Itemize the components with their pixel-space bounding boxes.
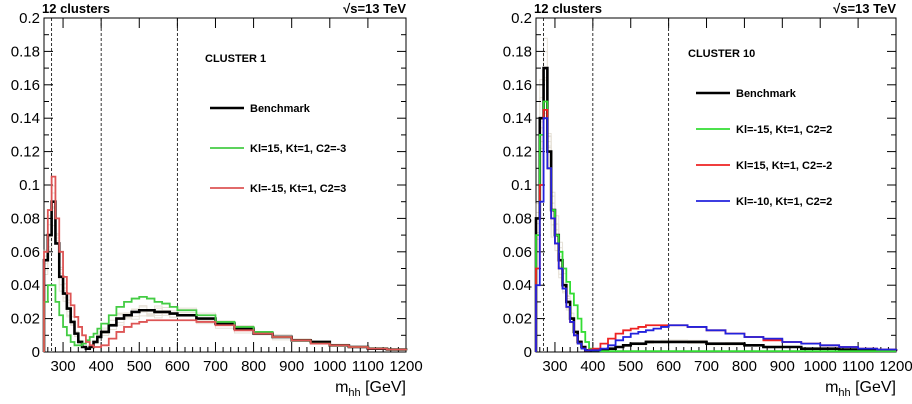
x-tick-label: 700 xyxy=(694,358,719,375)
series-line-kl-10-kt-1-c2-2 xyxy=(535,117,897,352)
x-tick-label: 300 xyxy=(51,358,76,375)
legend-entry: Kl=15, Kt=1, C2=-2 xyxy=(736,160,832,172)
x-axis-title-subscript: hh xyxy=(348,387,360,399)
x-tick-label: 900 xyxy=(279,358,304,375)
legend-entry: Kl=15, Kt=1, C2=-3 xyxy=(250,143,346,155)
x-tick-label: 800 xyxy=(732,358,757,375)
plot-frame xyxy=(43,17,407,353)
x-tick-label: 700 xyxy=(203,358,228,375)
x-tick-label: 600 xyxy=(165,358,190,375)
variant-curve xyxy=(535,66,897,352)
y-tick-label: 0.12 xyxy=(503,144,532,161)
y-tick-label: 0.14 xyxy=(11,110,40,127)
cluster-title: CLUSTER 10 xyxy=(688,48,755,60)
y-tick-label: 0.2 xyxy=(511,10,532,27)
series-line-kl-15-kt-1-c2-2 xyxy=(535,108,897,352)
plot-frame xyxy=(535,17,897,353)
legend-entry: Benchmark xyxy=(250,103,311,115)
x-tick-label: 400 xyxy=(89,358,114,375)
variant-curve xyxy=(535,37,897,352)
y-tick-label: 0.02 xyxy=(11,311,40,328)
y-tick-label: 0.16 xyxy=(503,77,532,94)
chart-panel-1: 0 0.02 0.04 0.06 0.08 0.1 0.12 0.14 0.16 0.18 0.2 3… xyxy=(11,1,423,399)
variant-curve xyxy=(535,112,897,352)
x-tick-label: 800 xyxy=(241,358,266,375)
x-tick-label: 1200 xyxy=(389,358,422,375)
x-axis-title-main: m xyxy=(335,379,348,396)
x-axis-title-subscript: hh xyxy=(838,387,850,399)
x-tick-label: 400 xyxy=(580,358,605,375)
x-tick-label: 1200 xyxy=(879,358,912,375)
x-tick-label: 1100 xyxy=(352,358,384,375)
variant-curve xyxy=(43,206,407,352)
variant-band xyxy=(535,37,897,352)
x-tick-label: 1100 xyxy=(842,358,874,375)
y-tick-label: 0 xyxy=(524,344,532,361)
x-tick-label: 1000 xyxy=(804,358,837,375)
variant-curve xyxy=(43,207,407,352)
x-tick-label: 1000 xyxy=(313,358,346,375)
variant-curve xyxy=(535,79,897,352)
y-tick-label: 0.1 xyxy=(19,177,40,194)
variant-band xyxy=(43,185,407,352)
y-tick-label: 0.18 xyxy=(11,43,40,60)
series-line-kl-15-kt-1-c2-2 xyxy=(535,100,896,353)
header-clusters-label: 12 clusters xyxy=(534,1,602,16)
y-tick-label: 0.04 xyxy=(503,277,532,294)
series-line-kl-15-kt-1-c2-3 xyxy=(43,175,407,352)
x-axis-title-unit: [GeV] xyxy=(361,379,406,396)
y-tick-label: 0.12 xyxy=(11,144,40,161)
variant-curve xyxy=(43,185,407,352)
y-tick-label: 0.1 xyxy=(511,177,532,194)
y-tick-label: 0.08 xyxy=(503,210,532,227)
cluster-title: CLUSTER 1 xyxy=(205,53,266,65)
chart-panel-2: 0 0.02 0.04 0.06 0.08 0.1 0.12 0.14 0.16 0.18 0.2 3… xyxy=(503,1,912,399)
y-tick-label: 0.02 xyxy=(503,311,532,328)
x-tick-label: 500 xyxy=(618,358,643,375)
x-axis-title-main: m xyxy=(825,379,838,396)
y-tick-label: 0.06 xyxy=(503,244,532,261)
y-tick-label: 0.06 xyxy=(11,244,40,261)
x-tick-label: 500 xyxy=(127,358,152,375)
legend-entry: Benchmark xyxy=(736,88,797,100)
legend-entry: Kl=-15, Kt=1, C2=2 xyxy=(736,124,832,136)
header-energy-label: √s=13 TeV xyxy=(833,1,896,16)
y-tick-label: 0.18 xyxy=(503,43,532,60)
x-axis-title: mhh [GeV] xyxy=(335,379,406,399)
y-tick-label: 0.16 xyxy=(11,77,40,94)
variant-curve xyxy=(43,225,407,352)
x-axis-title: mhh [GeV] xyxy=(825,379,896,399)
legend-entry: Kl=-10, Kt=1, C2=2 xyxy=(736,196,832,208)
x-tick-label: 900 xyxy=(770,358,795,375)
x-axis-title-unit: [GeV] xyxy=(851,379,896,396)
y-tick-label: 0 xyxy=(32,344,40,361)
y-tick-label: 0.08 xyxy=(11,210,40,227)
y-tick-label: 0.2 xyxy=(19,10,40,27)
x-tick-label: 600 xyxy=(656,358,681,375)
header-energy-label: √s=13 TeV xyxy=(343,1,406,16)
y-tick-label: 0.14 xyxy=(503,110,532,127)
header-clusters-label: 12 clusters xyxy=(42,1,110,16)
variant-curve xyxy=(535,77,897,352)
series-line-benchmark xyxy=(534,66,898,353)
y-tick-label: 0.04 xyxy=(11,277,40,294)
x-tick-label: 300 xyxy=(542,358,567,375)
legend-entry: Kl=-15, Kt=1, C2=3 xyxy=(250,183,346,195)
